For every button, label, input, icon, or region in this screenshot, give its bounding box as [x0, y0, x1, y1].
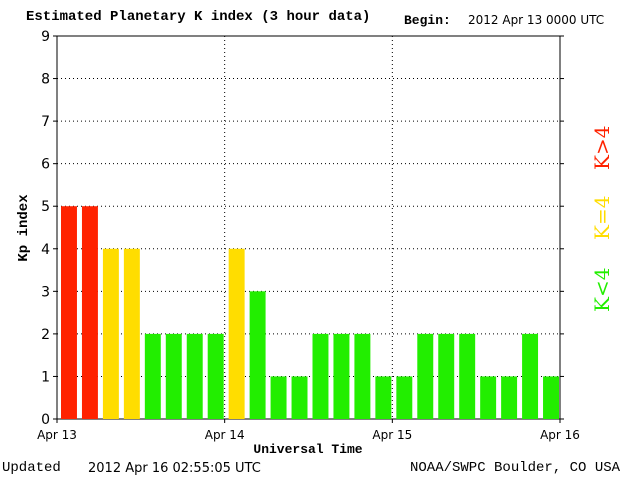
- kp-bar: [165, 333, 182, 419]
- kp-bar: [543, 376, 559, 419]
- kp-bar: [61, 206, 77, 419]
- kp-bar: [312, 333, 329, 419]
- kp-bar: [207, 333, 224, 419]
- kp-bar: [438, 333, 455, 419]
- kp-bar: [501, 376, 518, 419]
- plot-area: [56, 35, 561, 420]
- kp-bar: [249, 291, 266, 419]
- kp-bar: [291, 376, 308, 419]
- kp-bar: [459, 333, 476, 419]
- kp-bar: [102, 248, 119, 419]
- legend-mid: K=4: [590, 195, 614, 240]
- y-tick-label: 3: [41, 284, 50, 300]
- kp-bar: [270, 376, 287, 419]
- legend-low: K<4: [590, 267, 614, 312]
- x-tick-label: Apr 13: [37, 428, 77, 442]
- kp-bar: [123, 248, 140, 419]
- begin-label: Begin:: [404, 13, 451, 28]
- y-axis-label: Kp index: [16, 194, 32, 262]
- credit: NOAA/SWPC Boulder, CO USA: [410, 460, 621, 476]
- y-ticks: 0 1 2 3 4 5 6 7 8 9: [41, 29, 564, 428]
- kp-bar: [522, 333, 539, 419]
- kp-bar: [396, 376, 413, 419]
- y-tick-label: 2: [41, 327, 50, 343]
- kp-bar: [354, 333, 371, 419]
- legend-high: K>4: [590, 125, 614, 170]
- y-tick-label: 5: [41, 199, 50, 215]
- begin-value: 2012 Apr 13 0000 UTC: [468, 13, 605, 27]
- kp-bar: [480, 376, 497, 419]
- y-tick-label: 6: [41, 157, 50, 173]
- x-ticks: Apr 13 Apr 14 Apr 15 Apr 16: [37, 419, 580, 442]
- kp-bar: [333, 333, 350, 419]
- chart-title: Estimated Planetary K index (3 hour data…: [26, 9, 371, 25]
- kp-bar: [228, 248, 245, 419]
- x-tick-label: Apr 16: [540, 428, 580, 442]
- y-tick-label: 7: [41, 114, 50, 130]
- kp-bar: [144, 333, 161, 419]
- y-tick-label: 1: [41, 369, 50, 385]
- kp-bar: [375, 376, 392, 419]
- kp-bar: [81, 206, 98, 419]
- y-tick-label: 8: [41, 72, 50, 88]
- kp-bar: [186, 333, 203, 419]
- x-tick-label: Apr 14: [205, 428, 245, 442]
- x-axis-label: Universal Time: [253, 442, 362, 457]
- updated-value: 2012 Apr 16 02:55:05 UTC: [88, 461, 261, 476]
- y-tick-label: 4: [41, 242, 50, 258]
- updated-label: Updated: [2, 460, 61, 476]
- y-tick-label: 0: [41, 412, 50, 428]
- x-tick-label: Apr 15: [372, 428, 412, 442]
- bars: [61, 206, 559, 419]
- y-tick-label: 9: [41, 29, 50, 45]
- kp-bar: [417, 333, 434, 419]
